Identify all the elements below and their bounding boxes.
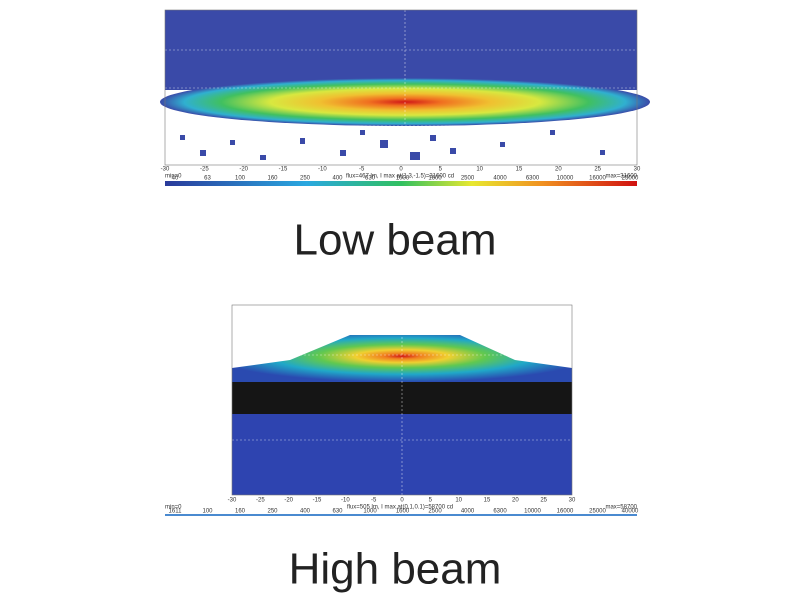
x-tick-label: 0 [400, 498, 404, 504]
scale-label: 400 [300, 509, 311, 515]
x-tick-label: 15 [516, 167, 523, 173]
scale-label: 100 [235, 176, 246, 182]
x-tick-label: 30 [569, 498, 576, 504]
scale-label: 400 [332, 176, 343, 182]
x-tick-label: 10 [476, 167, 483, 173]
x-tick-label: 5 [429, 498, 433, 504]
high-beam-plot [165, 304, 637, 516]
scale-label: 40 [172, 176, 179, 182]
scale-label: 1600 [428, 176, 442, 182]
scale-label: 250 [300, 176, 311, 182]
scale-label: 10000 [557, 176, 574, 182]
scale-label: 1611 [169, 509, 183, 515]
x-tick-label: -25 [256, 498, 265, 504]
x-tick-label: 15 [484, 498, 491, 504]
x-tick-label: 25 [540, 498, 547, 504]
scale-label: 630 [365, 176, 376, 182]
scale-label: 160 [267, 176, 278, 182]
scale-label: 16000 [557, 509, 574, 515]
x-tick-label: -30 [161, 167, 170, 173]
x-tick-label: -10 [341, 498, 350, 504]
scale-label: 25000 [622, 176, 639, 182]
x-tick-label: 25 [594, 167, 601, 173]
scale-label: 100 [202, 509, 213, 515]
scale-label: 40000 [622, 509, 639, 515]
scale-label: 4000 [493, 176, 507, 182]
min-label: min=0 [165, 505, 182, 511]
scale-label: 2500 [428, 509, 442, 515]
scale-label: 4000 [461, 509, 475, 515]
x-tick-label: -25 [200, 167, 209, 173]
x-tick-label: 10 [455, 498, 462, 504]
scale-label: 63 [204, 176, 211, 182]
max-label: max=58700 [605, 505, 637, 511]
x-tick-label: -5 [371, 498, 377, 504]
x-tick-label: -30 [228, 498, 237, 504]
caption: High beam [289, 545, 502, 594]
scale-label: 160 [235, 509, 246, 515]
x-tick-label: 20 [555, 167, 562, 173]
scale-label: 6300 [526, 176, 540, 182]
x-tick-label: -20 [239, 167, 248, 173]
scale-label: 16000 [589, 176, 606, 182]
caption: Low beam [293, 216, 496, 265]
x-tick-label: -20 [284, 498, 293, 504]
low-beam-plot [160, 9, 650, 186]
x-tick-label: 30 [634, 167, 641, 173]
x-tick-label: 5 [439, 167, 443, 173]
scale-label: 6300 [493, 509, 507, 515]
info-text: flux=505 lm, I max at(0.1,0.1)=58700 cd [347, 505, 453, 511]
max-label: max=31600 [605, 174, 637, 180]
scale-label: 1000 [363, 509, 377, 515]
x-tick-label: -15 [313, 498, 322, 504]
scale-label: 630 [332, 509, 343, 515]
scale-label: 10000 [524, 509, 541, 515]
scale-label: 2500 [461, 176, 475, 182]
scale-label: 1000 [396, 176, 410, 182]
x-tick-label: -10 [318, 167, 327, 173]
x-tick-label: 0 [399, 167, 403, 173]
info-text: flux=467 lm, I max at(1.3,-1.5)=31600 cd [346, 174, 454, 180]
scale-label: 250 [267, 509, 278, 515]
scale-label: 1600 [396, 509, 410, 515]
x-tick-label: -5 [359, 167, 365, 173]
x-tick-label: 20 [512, 498, 519, 504]
x-tick-label: -15 [279, 167, 288, 173]
min-label: min=0 [165, 174, 182, 180]
scale-label: 25000 [589, 509, 606, 515]
labels: -30 -25 -20 -15 -10 -5 0 5 10 15 20 25 30 flux=467 lm… [161, 167, 641, 594]
